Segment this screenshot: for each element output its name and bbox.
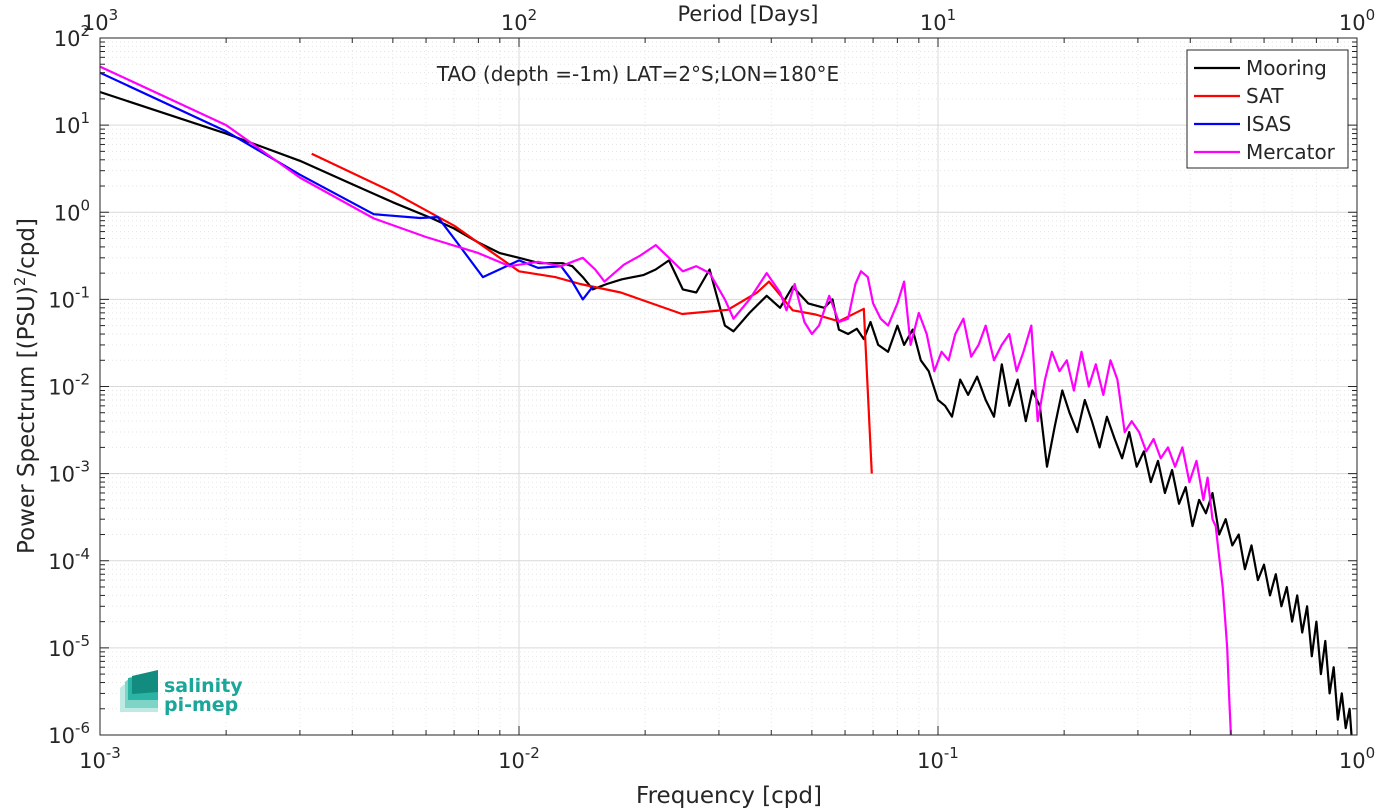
logo-mark-icon xyxy=(120,670,158,712)
series-line-isas xyxy=(100,71,594,301)
y-tick-label: 10-6 xyxy=(48,719,90,748)
y-tick-label: 10-3 xyxy=(48,458,90,487)
salinity-pi-mep-logo: salinity pi-mep xyxy=(120,670,243,716)
series-line-mooring xyxy=(100,90,1353,735)
top-axis-label: Period [Days] xyxy=(678,2,819,26)
legend-label-sat: SAT xyxy=(1246,84,1284,108)
top-tick-label: 103 xyxy=(82,6,118,35)
x-tick-label: 10-2 xyxy=(498,744,540,773)
axis-ticks xyxy=(99,38,1357,736)
y-tick-label: 10-2 xyxy=(48,371,90,400)
logo-line1: salinity xyxy=(164,675,243,697)
y-tick-label: 10-4 xyxy=(48,545,90,574)
x-axis-label: Frequency [cpd] xyxy=(636,783,822,809)
x-tick-label: 10-1 xyxy=(917,744,959,773)
series-line-mercator xyxy=(100,65,1232,735)
x-tick-label: 100 xyxy=(1339,744,1375,773)
y-tick-label: 102 xyxy=(54,22,90,51)
logo-line2: pi-mep xyxy=(164,694,238,716)
legend-label-isas: ISAS xyxy=(1246,112,1291,136)
legend: Mooring SAT ISAS Mercator xyxy=(1186,49,1349,169)
top-tick-label: 101 xyxy=(920,6,956,35)
y-tick-label: 10-5 xyxy=(48,632,90,661)
top-tick-label: 102 xyxy=(501,6,537,35)
x-tick-label: 10-3 xyxy=(79,744,121,773)
grid-lines xyxy=(99,38,1357,736)
series-layer xyxy=(100,65,1353,735)
legend-label-mercator: Mercator xyxy=(1246,140,1336,164)
y-axis-label: Power Spectrum [(PSU)2/cpd] xyxy=(11,218,40,554)
y-tick-label: 10-1 xyxy=(48,283,90,312)
y-tick-label: 101 xyxy=(54,109,90,138)
legend-label-mooring: Mooring xyxy=(1246,56,1327,80)
series-line-sat xyxy=(311,152,873,474)
y-tick-label: 100 xyxy=(54,196,90,225)
top-tick-label: 100 xyxy=(1339,6,1375,35)
chart-title: TAO (depth =-1m) LAT=2°S;LON=180°E xyxy=(436,62,839,86)
legend-box xyxy=(1186,49,1349,169)
